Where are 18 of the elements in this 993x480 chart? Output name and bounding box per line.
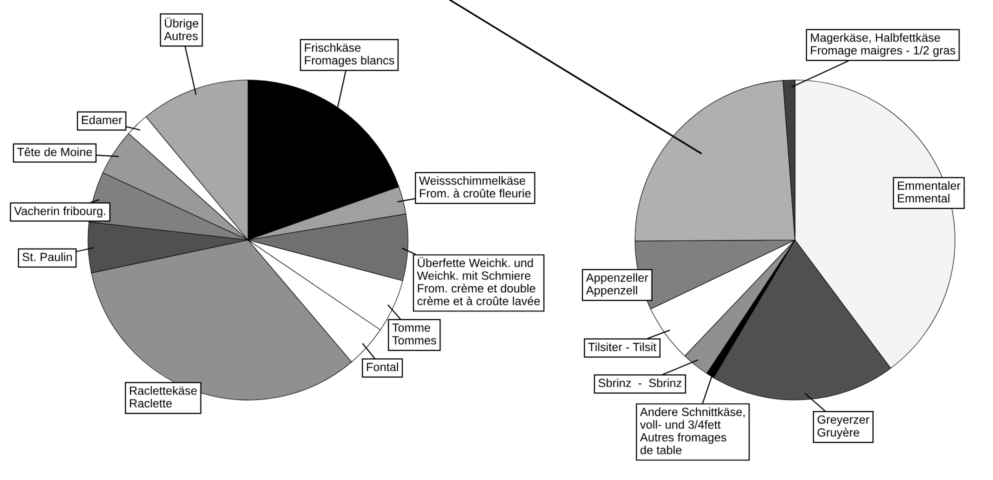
slice-label: Greyerzer Gruyère bbox=[818, 415, 870, 439]
slice-label: Überfette Weichk. und Weichk. mit Schmiere From. crème et double crème et à croûte lavée bbox=[417, 257, 540, 306]
slice-label: Emmentaler Emmental bbox=[898, 181, 960, 203]
slice-label: Tête de Moine bbox=[17, 147, 92, 156]
slice-label: Tomme Tommes bbox=[392, 324, 436, 345]
slice-label: St. Paulin bbox=[22, 252, 72, 262]
slice-label: Übrige Autres bbox=[164, 17, 198, 40]
slice-label: Raclettekäse Raclette bbox=[130, 386, 197, 408]
slice-label: Andere Schnittkäse, voll- und 3/4fett Autres fromages de table bbox=[640, 407, 745, 454]
slice-label: Tilsiter - Tilsit bbox=[588, 342, 656, 352]
slice-label: Weissschimmelkäse From. à croûte fleurie bbox=[419, 176, 531, 198]
slice-label: Appenzeller Appenzell bbox=[586, 273, 648, 297]
slice-label: Frischkäse Fromages blancs bbox=[304, 43, 394, 67]
slice-label: Vacherin fribourg. bbox=[14, 206, 106, 218]
slice-label: Magerkäse, Halbfettkäse Fromage maigres - 1/2 gras bbox=[810, 33, 956, 57]
slice-label: Fontal bbox=[366, 362, 398, 372]
slice-label: Sbrinz - Sbrinz bbox=[598, 378, 682, 388]
slice-label: Edamer bbox=[82, 116, 122, 124]
